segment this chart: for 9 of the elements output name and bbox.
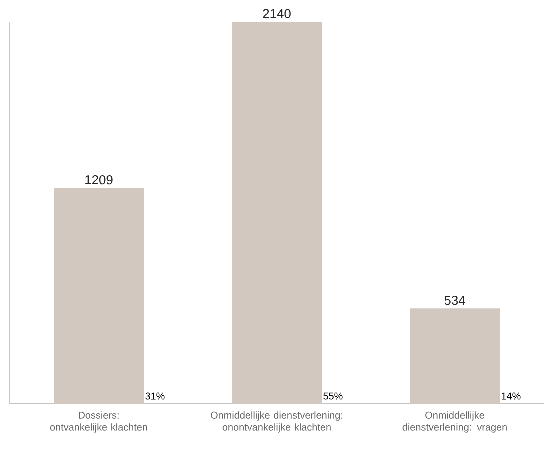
x-tick-label: Onmiddellijke dienstverlening: vragen [402, 412, 507, 433]
annotation: 31% [146, 392, 165, 400]
annotation: 55% [324, 392, 343, 400]
data-label: 534 [444, 296, 466, 306]
x-tick-label: Onmiddellijke dienstverlening: onontvankelijke klachten [211, 412, 343, 433]
annotation: 14% [502, 392, 521, 400]
data-label: 2140 [263, 9, 291, 18]
x-tick-label: Dossiers: ontvankelijke klachten [50, 412, 148, 433]
data-label: 1209 [86, 175, 113, 185]
